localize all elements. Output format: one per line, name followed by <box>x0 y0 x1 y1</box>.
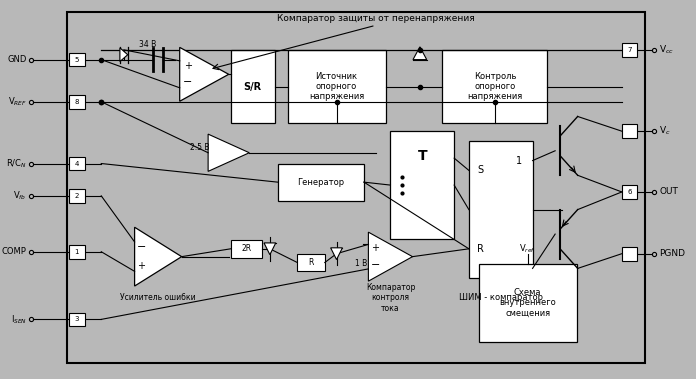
Text: Усилитель ошибки: Усилитель ошибки <box>120 293 196 302</box>
Text: PGND: PGND <box>659 249 685 258</box>
Polygon shape <box>368 232 413 281</box>
Text: 3: 3 <box>74 316 79 323</box>
Text: +: + <box>138 262 145 271</box>
Polygon shape <box>331 248 342 260</box>
Text: R: R <box>477 244 484 254</box>
Text: V$_{ref}$: V$_{ref}$ <box>519 243 536 255</box>
Text: S/R: S/R <box>244 81 262 92</box>
Text: R/C$_N$: R/C$_N$ <box>6 157 26 170</box>
Bar <box>622 247 638 261</box>
Text: 2R: 2R <box>242 244 251 253</box>
Polygon shape <box>413 47 427 60</box>
Text: −: − <box>137 242 146 252</box>
Text: V$_c$: V$_c$ <box>659 125 671 138</box>
Polygon shape <box>208 134 249 171</box>
Bar <box>69 189 85 203</box>
Text: +: + <box>184 61 191 72</box>
Text: ШИМ - компаратор: ШИМ - компаратор <box>459 293 543 302</box>
Text: V$_{fb}$: V$_{fb}$ <box>13 190 26 202</box>
Text: 4: 4 <box>74 161 79 166</box>
Text: V$_{cc}$: V$_{cc}$ <box>659 44 674 56</box>
Bar <box>297 254 325 271</box>
Text: R: R <box>308 258 314 267</box>
Text: 1: 1 <box>74 249 79 255</box>
Text: GND: GND <box>8 55 26 64</box>
Text: 2: 2 <box>74 193 79 199</box>
Text: Генератор: Генератор <box>297 178 345 186</box>
Text: T: T <box>418 149 427 163</box>
Polygon shape <box>180 47 229 101</box>
Text: I$_{SEN}$: I$_{SEN}$ <box>10 313 26 326</box>
Bar <box>69 53 85 66</box>
Text: 2.5 В: 2.5 В <box>191 143 210 152</box>
Text: S: S <box>477 165 484 175</box>
Text: 7: 7 <box>627 47 632 53</box>
Text: 8: 8 <box>74 99 79 105</box>
Text: 1 В: 1 В <box>355 259 367 268</box>
Bar <box>287 50 386 123</box>
Text: V$_{REF}$: V$_{REF}$ <box>8 96 26 108</box>
Bar <box>622 124 638 138</box>
Text: −: − <box>370 260 380 271</box>
Text: +: + <box>371 243 379 253</box>
Polygon shape <box>134 227 182 286</box>
Bar <box>69 313 85 326</box>
Text: 34 В: 34 В <box>139 41 156 49</box>
Polygon shape <box>120 48 128 61</box>
Bar <box>622 185 638 199</box>
Bar <box>230 240 262 258</box>
Bar <box>479 263 577 342</box>
Text: Компаратор защиты от перенапряжения: Компаратор защиты от перенапряжения <box>277 14 475 23</box>
Bar <box>278 163 364 201</box>
Text: Схема
внутреннего
смещения: Схема внутреннего смещения <box>499 288 556 318</box>
Bar <box>622 43 638 57</box>
Text: Компаратор
контроля
тока: Компаратор контроля тока <box>366 283 415 313</box>
Bar <box>67 12 645 363</box>
Bar <box>69 95 85 109</box>
Bar <box>69 245 85 258</box>
Text: −: − <box>183 77 192 87</box>
Text: Источник
опорного
напряжения: Источник опорного напряжения <box>309 72 364 102</box>
Polygon shape <box>264 243 276 255</box>
Bar <box>69 157 85 171</box>
Text: Контроль
опорного
напряжения: Контроль опорного напряжения <box>467 72 523 102</box>
Bar <box>469 141 532 278</box>
Text: 6: 6 <box>627 189 632 195</box>
Text: OUT: OUT <box>659 188 678 196</box>
Text: 1: 1 <box>516 156 522 166</box>
Bar <box>390 131 454 239</box>
Text: 5: 5 <box>74 56 79 63</box>
Bar <box>443 50 547 123</box>
Bar <box>230 50 275 123</box>
Text: COMP: COMP <box>2 247 26 256</box>
